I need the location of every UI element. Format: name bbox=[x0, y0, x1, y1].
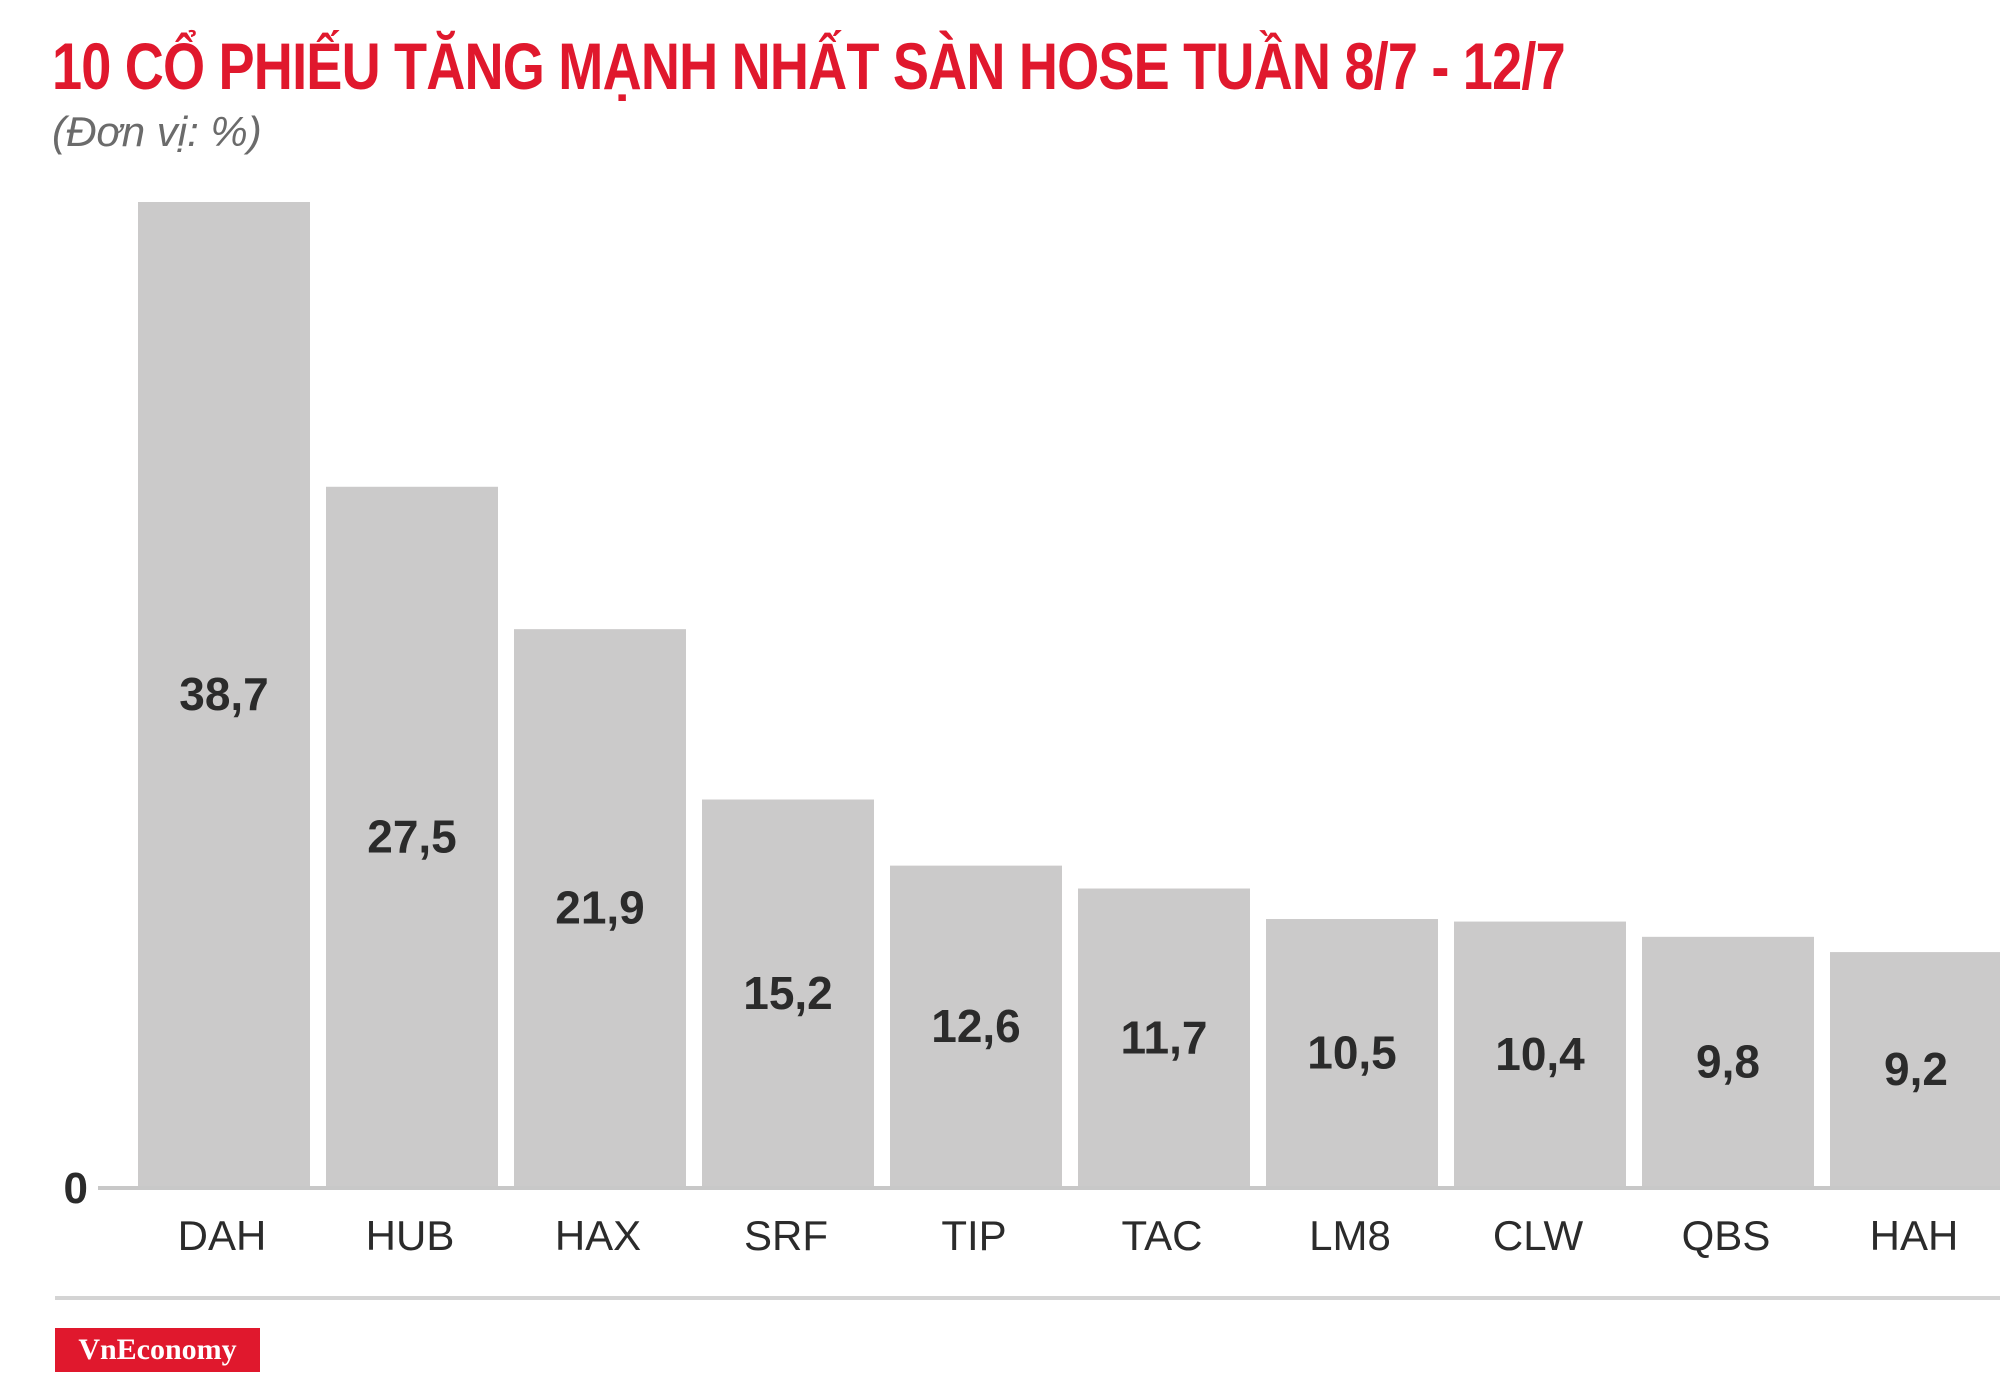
bar-group: 38,7 DAH 27,5 HUB 21,9 HAX 15,2 SRF 12,6 TIP 11,7 T… bbox=[138, 202, 2000, 1259]
category-label: CLW bbox=[1493, 1212, 1584, 1259]
category-label: TAC bbox=[1122, 1212, 1203, 1259]
bar-qbs bbox=[1642, 936, 1814, 1186]
bar-value-label: 21,9 bbox=[555, 882, 645, 934]
bar-value-label: 10,5 bbox=[1307, 1027, 1397, 1079]
bar-srf bbox=[702, 799, 874, 1186]
bar-value-label: 27,5 bbox=[367, 810, 457, 862]
bar-value-label: 9,8 bbox=[1696, 1035, 1760, 1087]
chart-title: 10 CỔ PHIẾU TĂNG MẠNH NHẤT SÀN HOSE TUẦN… bbox=[52, 29, 1566, 103]
bar-chart: 0 38,7 DAH 27,5 HUB 21,9 HAX 15,2 SRF 12,6 TIP 11,… bbox=[64, 202, 2000, 1259]
bar-value-label: 11,7 bbox=[1121, 1011, 1208, 1063]
bar-value-label: 15,2 bbox=[743, 967, 833, 1019]
category-label: HAX bbox=[555, 1212, 641, 1259]
bar-value-label: 12,6 bbox=[931, 1000, 1021, 1052]
y-tick-zero: 0 bbox=[64, 1164, 88, 1213]
category-label: TIP bbox=[941, 1212, 1006, 1259]
bar-dah bbox=[138, 202, 310, 1186]
bar-tip bbox=[890, 865, 1062, 1186]
bar-hax bbox=[514, 629, 686, 1186]
category-label: SRF bbox=[744, 1212, 828, 1259]
category-label: LM8 bbox=[1309, 1212, 1391, 1259]
category-label: DAH bbox=[178, 1212, 267, 1259]
bar-value-label: 10,4 bbox=[1495, 1028, 1585, 1080]
vneconomy-logo: VnEconomy bbox=[55, 1328, 260, 1372]
bar-hub bbox=[326, 486, 498, 1186]
bar-lm8 bbox=[1266, 919, 1438, 1186]
chart-unit-subtitle: (Đơn vị: %) bbox=[52, 108, 262, 155]
bar-value-label: 9,2 bbox=[1884, 1043, 1948, 1095]
category-label: HAH bbox=[1870, 1212, 1959, 1259]
bar-clw bbox=[1454, 921, 1626, 1186]
category-label: HUB bbox=[366, 1212, 455, 1259]
bar-value-label: 38,7 bbox=[179, 668, 269, 720]
footer-divider bbox=[55, 1296, 2000, 1300]
bar-tac bbox=[1078, 888, 1250, 1186]
bar-hah bbox=[1830, 952, 2000, 1186]
category-label: QBS bbox=[1682, 1212, 1771, 1259]
